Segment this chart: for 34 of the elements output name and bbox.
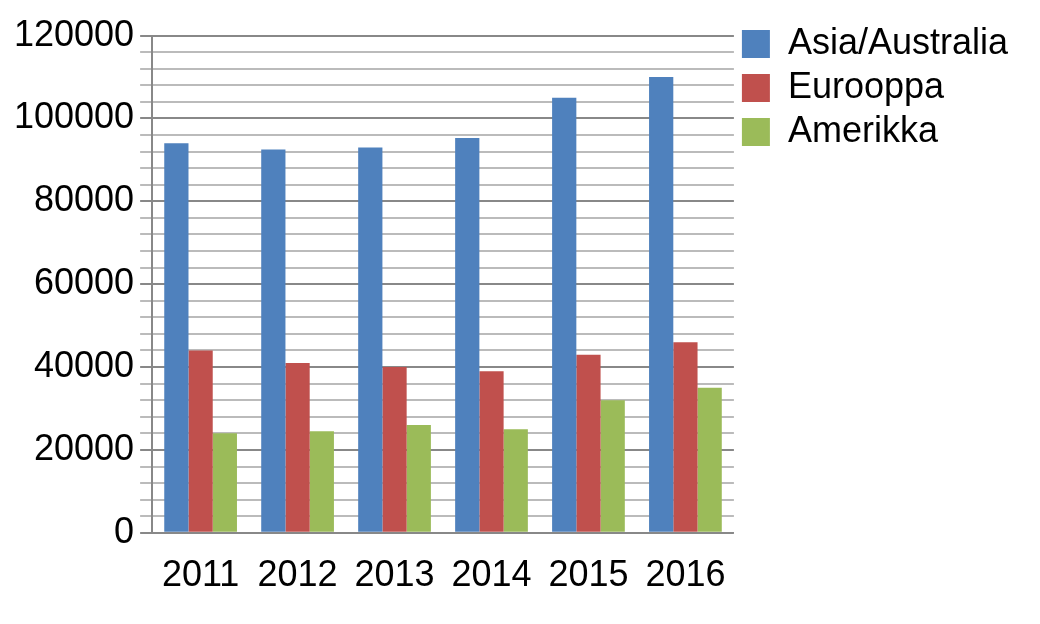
bar	[285, 362, 310, 532]
y-tick-label: 0	[114, 509, 135, 551]
x-tick-label: 2013	[354, 553, 435, 595]
bar	[188, 350, 213, 532]
bar	[600, 400, 625, 532]
bar	[455, 137, 480, 532]
bar	[576, 354, 601, 532]
bar	[552, 97, 577, 532]
bar	[309, 431, 334, 532]
y-tick-label: 80000	[34, 178, 135, 220]
legend-label: Asia/Australia	[787, 20, 1009, 62]
bar	[503, 429, 528, 532]
bar	[164, 143, 189, 532]
bar	[406, 425, 431, 532]
legend-label: Eurooppa	[787, 64, 946, 106]
bar	[479, 371, 504, 532]
x-tick-label: 2016	[645, 553, 726, 595]
legend-label: Amerikka	[787, 108, 939, 150]
y-tick-label: 20000	[34, 426, 135, 468]
y-tick-label: 60000	[34, 261, 135, 303]
bar	[358, 147, 383, 532]
x-tick-label: 2011	[161, 553, 240, 595]
bar	[261, 149, 286, 532]
y-tick-label: 100000	[13, 95, 135, 137]
bar	[649, 77, 674, 532]
bar	[673, 342, 698, 532]
bar	[382, 367, 407, 532]
y-tick-label: 40000	[34, 343, 135, 385]
bar	[697, 387, 722, 532]
x-tick-label: 2015	[548, 553, 629, 595]
x-tick-label: 2014	[451, 553, 532, 595]
x-tick-label: 2012	[257, 553, 338, 595]
y-tick-label: 120000	[13, 12, 135, 54]
bar	[212, 433, 237, 532]
